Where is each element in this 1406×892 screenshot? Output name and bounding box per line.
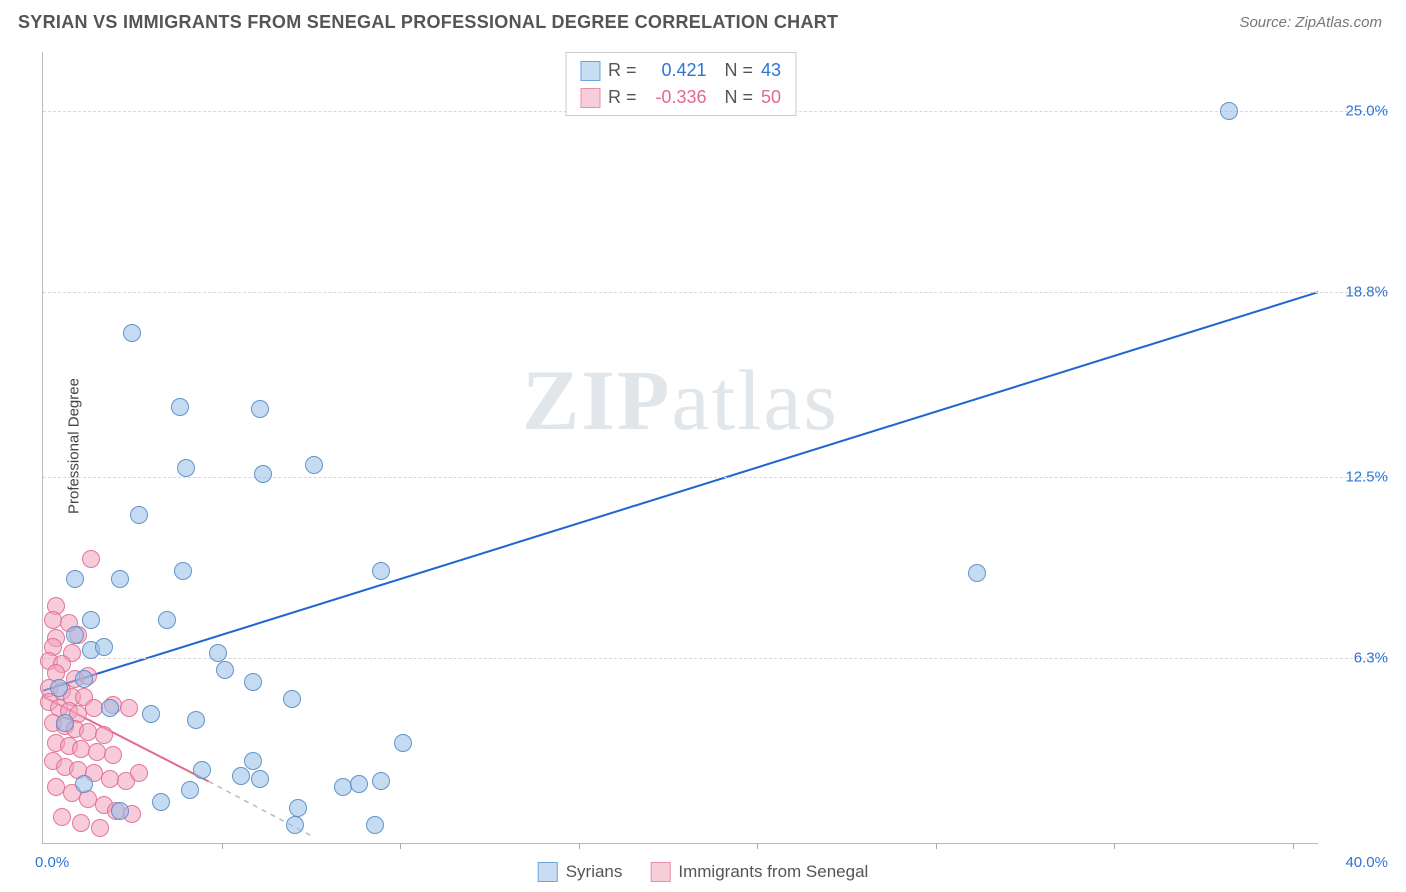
scatter-chart: ZIPatlas R = 0.421 N = 43R = -0.336 N = … xyxy=(42,52,1318,844)
data-point-syrians xyxy=(251,400,269,418)
legend-swatch xyxy=(538,862,558,882)
data-point-syrians xyxy=(152,793,170,811)
data-point-syrians xyxy=(394,734,412,752)
series-legend-label: Immigrants from Senegal xyxy=(678,862,868,882)
data-point-senegal xyxy=(91,819,109,837)
data-point-syrians xyxy=(244,752,262,770)
data-point-syrians xyxy=(66,626,84,644)
data-point-syrians xyxy=(209,644,227,662)
data-point-senegal xyxy=(95,726,113,744)
data-point-senegal xyxy=(53,808,71,826)
x-tick xyxy=(222,843,223,849)
legend-n-value: 43 xyxy=(761,57,781,84)
y-tick-label: 12.5% xyxy=(1345,468,1388,485)
y-tick-label: 25.0% xyxy=(1345,102,1388,119)
data-point-syrians xyxy=(232,767,250,785)
x-tick xyxy=(400,843,401,849)
x-tick xyxy=(579,843,580,849)
data-point-syrians xyxy=(283,690,301,708)
trend-lines xyxy=(43,52,1318,843)
data-point-syrians xyxy=(101,699,119,717)
gridline xyxy=(43,658,1388,659)
x-tick xyxy=(1293,843,1294,849)
data-point-syrians xyxy=(286,816,304,834)
data-point-syrians xyxy=(111,570,129,588)
data-point-senegal xyxy=(72,814,90,832)
data-point-syrians xyxy=(50,679,68,697)
y-tick-label: 6.3% xyxy=(1354,650,1388,667)
correlation-legend: R = 0.421 N = 43R = -0.336 N = 50 xyxy=(565,52,796,116)
correlation-legend-row: R = -0.336 N = 50 xyxy=(580,84,781,111)
data-point-syrians xyxy=(372,772,390,790)
legend-r-value: 0.421 xyxy=(644,57,706,84)
data-point-syrians xyxy=(56,714,74,732)
data-point-senegal xyxy=(120,699,138,717)
correlation-legend-row: R = 0.421 N = 43 xyxy=(580,57,781,84)
x-tick xyxy=(936,843,937,849)
legend-swatch xyxy=(580,88,600,108)
series-legend: Syrians Immigrants from Senegal xyxy=(538,862,869,882)
series-legend-item: Syrians xyxy=(538,862,623,882)
data-point-syrians xyxy=(171,398,189,416)
data-point-syrians xyxy=(187,711,205,729)
legend-swatch xyxy=(650,862,670,882)
data-point-syrians xyxy=(123,324,141,342)
data-point-syrians xyxy=(158,611,176,629)
data-point-syrians xyxy=(968,564,986,582)
legend-swatch xyxy=(580,61,600,81)
gridline xyxy=(43,477,1388,478)
data-point-syrians xyxy=(181,781,199,799)
data-point-syrians xyxy=(1220,102,1238,120)
data-point-syrians xyxy=(350,775,368,793)
data-point-syrians xyxy=(142,705,160,723)
data-point-syrians xyxy=(111,802,129,820)
legend-r-value: -0.336 xyxy=(644,84,706,111)
legend-n-label: N = xyxy=(714,84,753,111)
data-point-syrians xyxy=(130,506,148,524)
data-point-syrians xyxy=(289,799,307,817)
data-point-syrians xyxy=(177,459,195,477)
series-legend-item: Immigrants from Senegal xyxy=(650,862,868,882)
data-point-syrians xyxy=(305,456,323,474)
data-point-syrians xyxy=(95,638,113,656)
data-point-syrians xyxy=(216,661,234,679)
legend-r-label: R = xyxy=(608,84,637,111)
data-point-senegal xyxy=(130,764,148,782)
data-point-syrians xyxy=(174,562,192,580)
x-min-label: 0.0% xyxy=(35,854,69,871)
data-point-senegal xyxy=(104,746,122,764)
data-point-syrians xyxy=(244,673,262,691)
x-max-label: 40.0% xyxy=(1345,854,1388,871)
gridline xyxy=(43,292,1388,293)
x-tick xyxy=(757,843,758,849)
data-point-syrians xyxy=(75,775,93,793)
source-label: Source: ZipAtlas.com xyxy=(1239,14,1382,31)
y-tick-label: 18.8% xyxy=(1345,284,1388,301)
series-legend-label: Syrians xyxy=(566,862,623,882)
data-point-syrians xyxy=(366,816,384,834)
data-point-syrians xyxy=(66,570,84,588)
legend-r-label: R = xyxy=(608,57,637,84)
legend-n-label: N = xyxy=(714,57,753,84)
data-point-syrians xyxy=(251,770,269,788)
chart-title: SYRIAN VS IMMIGRANTS FROM SENEGAL PROFES… xyxy=(18,12,838,33)
data-point-syrians xyxy=(82,611,100,629)
data-point-senegal xyxy=(82,550,100,568)
data-point-syrians xyxy=(254,465,272,483)
x-tick xyxy=(1114,843,1115,849)
watermark: ZIPatlas xyxy=(522,350,839,450)
legend-n-value: 50 xyxy=(761,84,781,111)
data-point-syrians xyxy=(372,562,390,580)
data-point-syrians xyxy=(75,670,93,688)
data-point-syrians xyxy=(193,761,211,779)
